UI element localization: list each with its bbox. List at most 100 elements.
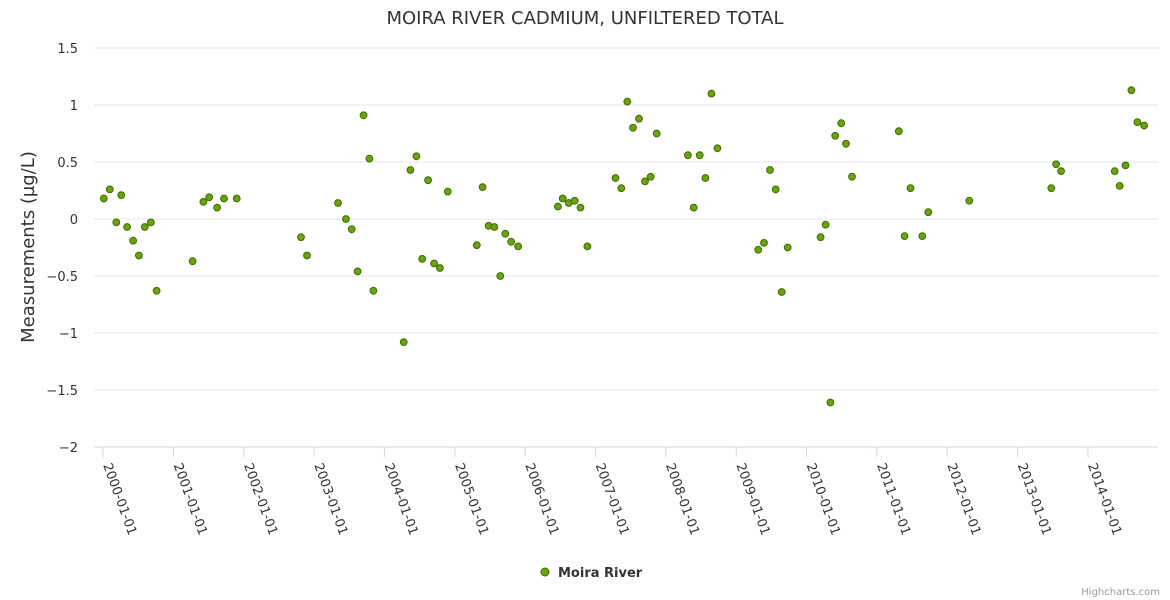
data-point[interactable] bbox=[837, 119, 846, 128]
data-point[interactable] bbox=[570, 196, 579, 205]
data-point[interactable] bbox=[303, 251, 311, 260]
data-point[interactable] bbox=[135, 251, 143, 260]
data-point[interactable] bbox=[629, 123, 637, 132]
x-tick-label: 2009-01-01 bbox=[732, 461, 772, 537]
data-point[interactable] bbox=[514, 242, 522, 251]
data-point[interactable] bbox=[152, 286, 161, 295]
data-point[interactable] bbox=[342, 215, 350, 223]
data-point[interactable] bbox=[558, 194, 567, 203]
data-point[interactable] bbox=[353, 267, 362, 276]
data-point[interactable] bbox=[123, 223, 131, 231]
data-point[interactable] bbox=[611, 174, 620, 182]
data-point[interactable] bbox=[695, 151, 704, 160]
x-tick-label: 2006-01-01 bbox=[521, 461, 561, 537]
data-point[interactable] bbox=[754, 245, 763, 254]
data-point[interactable] bbox=[105, 185, 114, 194]
data-point[interactable] bbox=[220, 194, 228, 203]
data-point[interactable] bbox=[297, 233, 305, 242]
data-point[interactable] bbox=[713, 144, 722, 153]
data-point[interactable] bbox=[771, 185, 780, 194]
data-point[interactable] bbox=[232, 194, 241, 203]
data-point[interactable] bbox=[652, 129, 661, 138]
data-point[interactable] bbox=[918, 232, 927, 241]
data-point[interactable] bbox=[760, 239, 768, 247]
data-point[interactable] bbox=[112, 218, 121, 227]
data-point[interactable] bbox=[583, 242, 592, 251]
data-point[interactable] bbox=[412, 152, 421, 161]
data-point[interactable] bbox=[347, 225, 356, 234]
data-point[interactable] bbox=[576, 203, 585, 212]
credits-link[interactable]: Highcharts.com bbox=[1081, 587, 1160, 598]
data-point[interactable] bbox=[635, 114, 643, 123]
data-point[interactable] bbox=[478, 183, 487, 192]
data-point[interactable] bbox=[1127, 86, 1136, 95]
legend-marker-moira-river[interactable] bbox=[540, 567, 550, 577]
data-point[interactable] bbox=[821, 220, 830, 229]
data-point[interactable] bbox=[213, 203, 222, 212]
data-point[interactable] bbox=[1052, 160, 1060, 169]
data-point[interactable] bbox=[1110, 167, 1119, 176]
data-point[interactable] bbox=[900, 232, 909, 241]
data-point[interactable] bbox=[399, 338, 408, 347]
y-axis-label: Measurements (µg/L) bbox=[18, 151, 39, 343]
data-point[interactable] bbox=[1133, 118, 1142, 126]
data-point[interactable] bbox=[188, 257, 197, 266]
data-point[interactable] bbox=[443, 187, 452, 196]
data-point[interactable] bbox=[783, 243, 792, 252]
data-point[interactable] bbox=[418, 255, 427, 263]
data-point[interactable] bbox=[831, 131, 840, 140]
data-point[interactable] bbox=[848, 172, 856, 181]
data-point[interactable] bbox=[894, 127, 903, 136]
data-point[interactable] bbox=[424, 176, 433, 185]
data-point[interactable] bbox=[689, 203, 698, 212]
data-point[interactable] bbox=[117, 191, 126, 200]
data-point[interactable] bbox=[701, 174, 710, 182]
data-point[interactable] bbox=[146, 218, 155, 227]
data-point[interactable] bbox=[406, 166, 415, 174]
data-point[interactable] bbox=[490, 223, 499, 231]
data-point[interactable] bbox=[334, 199, 342, 207]
data-point[interactable] bbox=[507, 237, 516, 246]
data-point[interactable] bbox=[684, 151, 692, 160]
data-point[interactable] bbox=[641, 177, 649, 186]
data-point[interactable] bbox=[1057, 167, 1065, 176]
data-point[interactable] bbox=[205, 193, 214, 202]
data-point[interactable] bbox=[99, 194, 108, 203]
data-point[interactable] bbox=[472, 241, 481, 250]
x-tick-label: 2007-01-01 bbox=[592, 461, 632, 537]
data-point[interactable] bbox=[369, 286, 378, 295]
y-tick-label: −2 bbox=[59, 441, 78, 456]
data-point[interactable] bbox=[359, 111, 368, 120]
data-point[interactable] bbox=[129, 236, 138, 245]
legend[interactable]: Moira River bbox=[540, 566, 643, 581]
data-point[interactable] bbox=[554, 202, 562, 211]
data-point[interactable] bbox=[617, 184, 626, 193]
data-point[interactable] bbox=[766, 166, 774, 174]
data-point[interactable] bbox=[1140, 121, 1148, 130]
data-point[interactable] bbox=[1047, 184, 1056, 193]
x-tick-label: 2003-01-01 bbox=[310, 461, 350, 537]
data-point[interactable] bbox=[965, 196, 974, 205]
data-point[interactable] bbox=[1115, 182, 1124, 190]
data-point[interactable] bbox=[365, 154, 374, 163]
data-point[interactable] bbox=[199, 198, 208, 206]
data-point[interactable] bbox=[430, 259, 439, 268]
x-tick-label: 2012-01-01 bbox=[943, 461, 983, 537]
data-point[interactable] bbox=[436, 264, 444, 272]
data-point[interactable] bbox=[906, 184, 915, 193]
data-point[interactable] bbox=[924, 208, 933, 217]
data-point[interactable] bbox=[501, 229, 510, 238]
x-tick-label: 2004-01-01 bbox=[381, 461, 421, 537]
data-point[interactable] bbox=[816, 233, 825, 242]
data-point[interactable] bbox=[646, 172, 655, 181]
data-point[interactable] bbox=[826, 398, 835, 407]
data-point[interactable] bbox=[707, 89, 716, 98]
data-point[interactable] bbox=[496, 272, 505, 280]
data-point[interactable] bbox=[623, 97, 632, 106]
data-point[interactable] bbox=[777, 288, 786, 296]
legend-label-moira-river[interactable]: Moira River bbox=[558, 566, 643, 581]
data-point[interactable] bbox=[1121, 161, 1130, 170]
data-point[interactable] bbox=[842, 139, 850, 148]
data-point[interactable] bbox=[140, 223, 149, 231]
